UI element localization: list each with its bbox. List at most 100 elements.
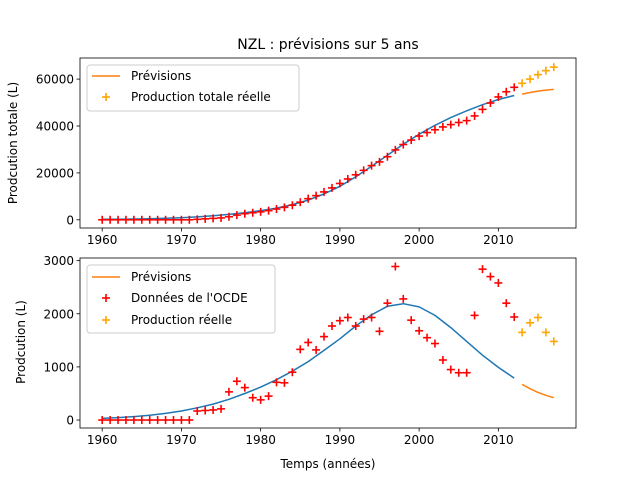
top-marker-red xyxy=(248,208,257,217)
bottom-marker-red xyxy=(201,406,210,415)
top-marker-red xyxy=(304,194,313,203)
bottom-marker-red xyxy=(153,416,162,425)
top-marker-orange xyxy=(526,75,535,84)
top-marker-red xyxy=(264,206,273,215)
top-marker-red xyxy=(351,170,360,179)
bottom-y-tick-label: 1000 xyxy=(43,360,74,374)
bottom-marker-red xyxy=(375,327,384,336)
top-x-tick-label: 2000 xyxy=(404,233,435,247)
top-marker-red xyxy=(201,214,210,223)
top-marker-red xyxy=(423,128,432,137)
top-marker-red xyxy=(256,207,265,216)
bottom-legend-label-actual: Production réelle xyxy=(131,313,232,327)
bottom-marker-red xyxy=(232,377,241,386)
bottom-marker-red xyxy=(327,322,336,330)
bottom-marker-orange xyxy=(518,328,527,337)
top-marker-red xyxy=(343,174,352,183)
bottom-marker-red xyxy=(121,416,130,425)
bottom-marker-red xyxy=(106,416,115,425)
top-y-axis-label: Prodcution totale (L) xyxy=(6,82,20,204)
bottom-marker-red xyxy=(510,312,519,321)
bottom-marker-red xyxy=(224,387,233,396)
bottom-y-tick-label: 3000 xyxy=(43,254,74,268)
bottom-marker-orange xyxy=(549,337,558,346)
top-forecast-line xyxy=(521,88,554,95)
bottom-marker-red xyxy=(304,338,313,347)
bottom-marker-red xyxy=(478,265,487,274)
top-marker-red xyxy=(272,205,281,214)
bottom-marker-red xyxy=(240,383,249,392)
top-x-tick-label: 1990 xyxy=(325,233,356,247)
top-marker-red xyxy=(510,83,519,92)
top-x-tick-label: 1960 xyxy=(87,233,118,247)
top-marker-red xyxy=(114,215,123,224)
top-legend: Prévisions Production totale réelle xyxy=(86,64,300,112)
top-marker-red xyxy=(153,215,162,224)
bottom-marker-orange xyxy=(533,313,542,322)
bottom-marker-red xyxy=(438,356,447,364)
bottom-marker-red xyxy=(280,378,289,387)
top-marker-red xyxy=(415,132,424,141)
top-y-tick-label: 60000 xyxy=(36,73,74,87)
top-marker-orange xyxy=(533,70,542,79)
top-marker-red xyxy=(327,183,336,192)
bottom-marker-red xyxy=(494,278,503,287)
top-marker-red xyxy=(407,136,416,145)
bottom-marker-red xyxy=(217,404,226,413)
bottom-x-tick-label: 2010 xyxy=(483,433,514,447)
top-marker-red xyxy=(209,214,218,223)
top-marker-red xyxy=(232,211,241,220)
bottom-marker-red xyxy=(391,262,400,271)
top-marker-red xyxy=(375,157,384,166)
top-marker-red xyxy=(137,215,146,224)
bottom-y-tick-label: 0 xyxy=(66,414,74,428)
top-marker-red xyxy=(288,201,297,210)
top-marker-red xyxy=(399,140,408,149)
bottom-legend-label-forecast: Prévisions xyxy=(131,270,191,284)
bottom-x-axis-label: Temps (années) xyxy=(280,457,376,471)
bottom-marker-red xyxy=(343,313,352,322)
top-marker-red xyxy=(193,215,202,224)
bottom-legend: Prévisions Données de l'OCDE Production … xyxy=(86,264,276,334)
bottom-subplot: 1960 1970 1980 1990 2000 2010 0 1000 2000 3000 Pr… xyxy=(14,254,577,471)
top-marker-red xyxy=(502,87,511,96)
top-marker-red xyxy=(430,125,439,134)
bottom-marker-red xyxy=(351,322,360,330)
bottom-marker-red xyxy=(312,345,321,354)
bottom-marker-red xyxy=(264,392,273,401)
bottom-x-tick-label: 2000 xyxy=(404,433,435,447)
bottom-marker-red xyxy=(399,294,408,303)
bottom-fit-curve xyxy=(102,302,515,420)
top-marker-red xyxy=(320,187,329,196)
top-marker-red xyxy=(383,152,392,161)
top-x-tick-label: 2010 xyxy=(483,233,514,247)
top-marker-red xyxy=(169,215,178,224)
top-y-tick-label: 20000 xyxy=(36,166,74,180)
bottom-marker-red xyxy=(486,272,495,281)
bottom-marker-red xyxy=(367,313,376,322)
bottom-marker-red xyxy=(169,416,178,425)
bottom-marker-red xyxy=(177,416,186,425)
chart-title: NZL : prévisions sur 5 ans xyxy=(237,37,418,53)
top-marker-red xyxy=(367,161,376,170)
bottom-marker-red xyxy=(359,315,368,324)
bottom-marker-red xyxy=(296,345,305,354)
bottom-marker-red xyxy=(114,416,123,425)
top-marker-red xyxy=(335,179,344,188)
top-marker-orange xyxy=(541,66,550,75)
top-marker-red xyxy=(98,215,107,224)
bottom-marker-red xyxy=(462,368,471,377)
top-x-tick-label: 1980 xyxy=(245,233,276,247)
bottom-marker-red xyxy=(415,326,424,335)
bottom-marker-red xyxy=(272,378,281,387)
top-marker-red xyxy=(359,166,368,175)
top-legend-marker-swatch xyxy=(102,93,110,101)
bottom-legend-actual-swatch xyxy=(102,316,110,324)
top-marker-red xyxy=(280,203,289,212)
top-plot-layer: 1960 1970 1980 1990 2000 2010 0 20000 40000 60000 xyxy=(36,63,558,247)
top-marker-red xyxy=(391,145,400,154)
top-legend-box xyxy=(86,64,300,112)
bottom-axes-frame xyxy=(79,257,577,429)
bottom-legend-box xyxy=(86,264,276,334)
top-marker-red xyxy=(470,111,479,120)
